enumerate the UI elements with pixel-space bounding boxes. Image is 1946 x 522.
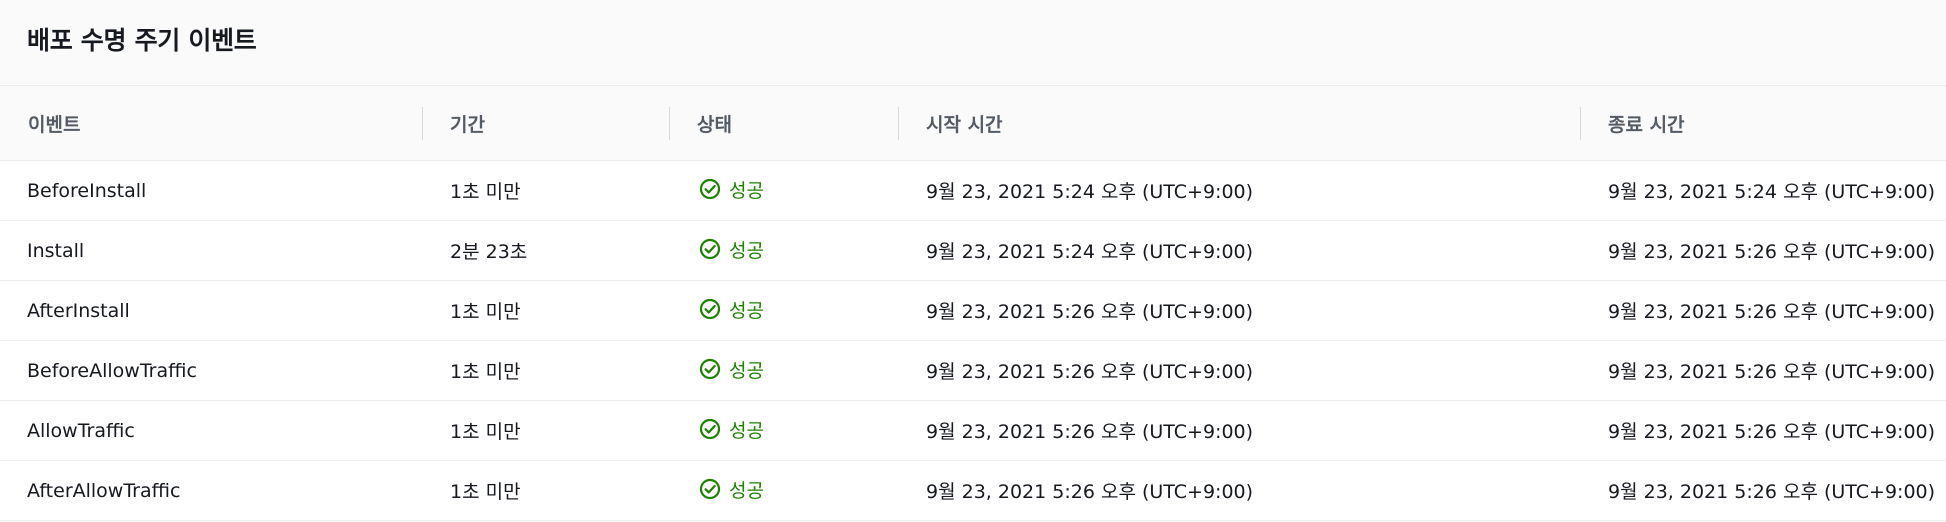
event-status: 성공 (669, 401, 898, 461)
event-name: BeforeAllowTraffic (27, 359, 197, 382)
event-end-time: 9월 23, 2021 5:26 오후 (UTC+9:00) (1608, 361, 1936, 383)
column-divider[interactable] (1580, 107, 1581, 140)
column-header-duration: 기간 (422, 86, 669, 161)
event-start-time: 9월 23, 2021 5:24 오후 (UTC+9:00) (926, 181, 1254, 203)
event-start-time: 9월 23, 2021 5:26 오후 (UTC+9:00) (926, 361, 1254, 383)
event-end-time: 9월 23, 2021 5:26 오후 (UTC+9:00) (1608, 241, 1936, 263)
event-end-time: 9월 23, 2021 5:26 오후 (UTC+9:00) (1608, 481, 1936, 503)
status-indicator: 성공 (699, 356, 764, 383)
column-header-status: 상태 (669, 86, 898, 161)
event-status: 성공 (669, 341, 898, 401)
event-end-time: 9월 23, 2021 5:26 오후 (UTC+9:00) (1608, 421, 1936, 443)
event-status: 성공 (669, 461, 898, 521)
status-indicator: 성공 (699, 416, 764, 443)
table-row: Install 2분 23초 성공 9월 23, 2021 5:24 오후 (UTC+… (0, 221, 1946, 281)
column-header-end-time-label: 종료 시간 (1608, 113, 1685, 136)
table-row: AfterAllowTraffic 1초 미만 성공 9월 23, 2021 5:26… (0, 461, 1946, 521)
event-duration: 1초 미만 (450, 421, 521, 443)
check-circle-icon (699, 239, 721, 260)
column-header-duration-label: 기간 (450, 113, 485, 136)
event-duration: 1초 미만 (450, 301, 521, 323)
column-header-end-time: 종료 시간 (1580, 86, 1946, 161)
event-end-time: 9월 23, 2021 5:24 오후 (UTC+9:00) (1608, 181, 1936, 203)
lifecycle-events-table: 이벤트 기간 상태 시작 시간 종료 시간 (0, 86, 1946, 521)
column-divider[interactable] (669, 107, 670, 140)
event-status: 성공 (669, 221, 898, 281)
check-circle-icon (699, 299, 721, 320)
event-name: AllowTraffic (27, 419, 135, 442)
status-label: 성공 (729, 359, 764, 382)
status-indicator: 성공 (699, 176, 764, 203)
event-status: 성공 (669, 281, 898, 341)
column-header-start-time-label: 시작 시간 (926, 113, 1003, 136)
event-name: BeforeInstall (27, 179, 147, 202)
event-duration: 2분 23초 (450, 241, 528, 263)
check-circle-icon (699, 359, 721, 380)
event-status: 성공 (669, 161, 898, 221)
event-start-time: 9월 23, 2021 5:26 오후 (UTC+9:00) (926, 481, 1254, 503)
table-header: 이벤트 기간 상태 시작 시간 종료 시간 (0, 86, 1946, 161)
status-label: 성공 (729, 419, 764, 442)
status-label: 성공 (729, 479, 764, 502)
status-label: 성공 (729, 239, 764, 262)
panel-header: 배포 수명 주기 이벤트 (0, 0, 1946, 86)
column-divider[interactable] (422, 107, 423, 140)
event-name: AfterAllowTraffic (27, 479, 181, 502)
event-start-time: 9월 23, 2021 5:26 오후 (UTC+9:00) (926, 421, 1254, 443)
event-duration: 1초 미만 (450, 181, 521, 203)
table-body: BeforeInstall 1초 미만 성공 9월 23, 2021 5:24 오후 … (0, 161, 1946, 521)
column-header-event: 이벤트 (0, 86, 422, 161)
table-row: BeforeInstall 1초 미만 성공 9월 23, 2021 5:24 오후 … (0, 161, 1946, 221)
event-duration: 1초 미만 (450, 481, 521, 503)
panel-title: 배포 수명 주기 이벤트 (27, 25, 257, 55)
event-name: Install (27, 239, 85, 262)
event-end-time: 9월 23, 2021 5:26 오후 (UTC+9:00) (1608, 301, 1936, 323)
status-label: 성공 (729, 179, 764, 202)
table-row: AfterInstall 1초 미만 성공 9월 23, 2021 5:26 오후 (… (0, 281, 1946, 341)
table-row: BeforeAllowTraffic 1초 미만 성공 9월 23, 2021 5:2… (0, 341, 1946, 401)
table-header-row: 이벤트 기간 상태 시작 시간 종료 시간 (0, 86, 1946, 161)
status-indicator: 성공 (699, 296, 764, 323)
event-duration: 1초 미만 (450, 361, 521, 383)
check-circle-icon (699, 479, 721, 500)
table-row: AllowTraffic 1초 미만 성공 9월 23, 2021 5:26 오후 (… (0, 401, 1946, 461)
column-header-event-label: 이벤트 (28, 113, 81, 136)
event-name: AfterInstall (27, 299, 130, 322)
column-header-start-time: 시작 시간 (898, 86, 1580, 161)
status-indicator: 성공 (699, 476, 764, 503)
event-start-time: 9월 23, 2021 5:26 오후 (UTC+9:00) (926, 301, 1254, 323)
column-divider[interactable] (898, 107, 899, 140)
event-start-time: 9월 23, 2021 5:24 오후 (UTC+9:00) (926, 241, 1254, 263)
status-label: 성공 (729, 299, 764, 322)
column-header-status-label: 상태 (697, 113, 732, 136)
check-circle-icon (699, 179, 721, 200)
status-indicator: 성공 (699, 236, 764, 263)
check-circle-icon (699, 419, 721, 440)
